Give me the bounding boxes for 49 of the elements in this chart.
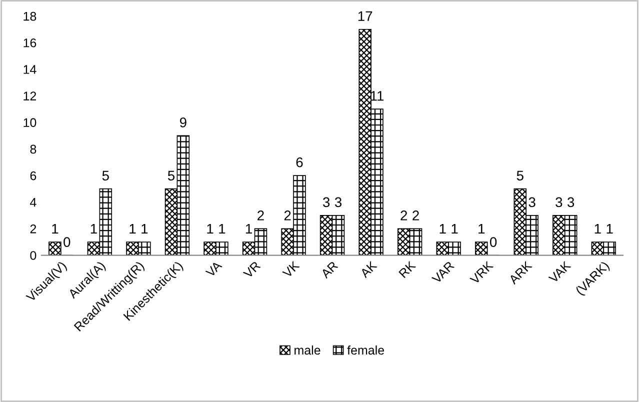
y-tick-label: 6 — [30, 171, 36, 180]
data-label: 3 — [556, 197, 562, 208]
data-label: 1 — [52, 224, 58, 234]
data-label: 2 — [400, 210, 408, 220]
legend-label: male — [294, 345, 320, 355]
data-label: 1 — [478, 224, 485, 234]
y-tick-label: 14 — [24, 65, 36, 74]
x-tick-label: VAR — [431, 260, 455, 284]
data-label: 5 — [168, 170, 175, 181]
data-label: 1 — [594, 224, 601, 234]
legend-label: female — [347, 345, 384, 355]
x-tick-label: VR — [242, 260, 261, 279]
y-tick-label: 0 — [30, 251, 36, 260]
data-label: 3 — [322, 197, 330, 208]
data-label: 1 — [207, 224, 214, 234]
data-label: 9 — [180, 118, 186, 128]
data-label: 2 — [284, 210, 291, 220]
data-label: 1 — [606, 224, 613, 234]
x-tick-label: AK — [360, 260, 378, 278]
y-tick-label: 18 — [24, 12, 36, 21]
data-label: 2 — [412, 210, 419, 220]
data-label: 2 — [258, 210, 264, 220]
y-tick-label: 2 — [30, 224, 36, 234]
data-label: 1 — [452, 224, 458, 234]
data-label: 1 — [246, 224, 252, 234]
x-tick-label: VAK — [548, 260, 572, 284]
data-label: 3 — [334, 197, 342, 208]
y-tick-label: 12 — [24, 92, 36, 100]
data-label: 1 — [90, 224, 97, 234]
data-label: 17 — [358, 11, 372, 21]
data-label: 0 — [490, 237, 497, 247]
x-tick-label: VK — [282, 260, 300, 278]
x-tick-label: AR — [320, 260, 338, 279]
data-label: 3 — [568, 197, 574, 208]
data-label: 1 — [142, 224, 148, 234]
y-tick-label: 4 — [30, 198, 36, 207]
data-label: 1 — [440, 224, 446, 234]
data-label: 0 — [64, 237, 70, 247]
y-tick-label: 16 — [24, 38, 36, 48]
data-label: 3 — [528, 197, 536, 208]
y-tick-label: 8 — [30, 144, 36, 154]
data-label: 5 — [516, 170, 524, 181]
data-label: 5 — [102, 170, 109, 181]
data-label: 1 — [130, 224, 136, 234]
x-tick-label: VA — [205, 260, 222, 278]
y-tick-label: 10 — [24, 118, 36, 128]
x-tick-label: RK — [398, 260, 416, 278]
data-label: 1 — [219, 224, 226, 234]
data-label: 6 — [296, 157, 303, 168]
